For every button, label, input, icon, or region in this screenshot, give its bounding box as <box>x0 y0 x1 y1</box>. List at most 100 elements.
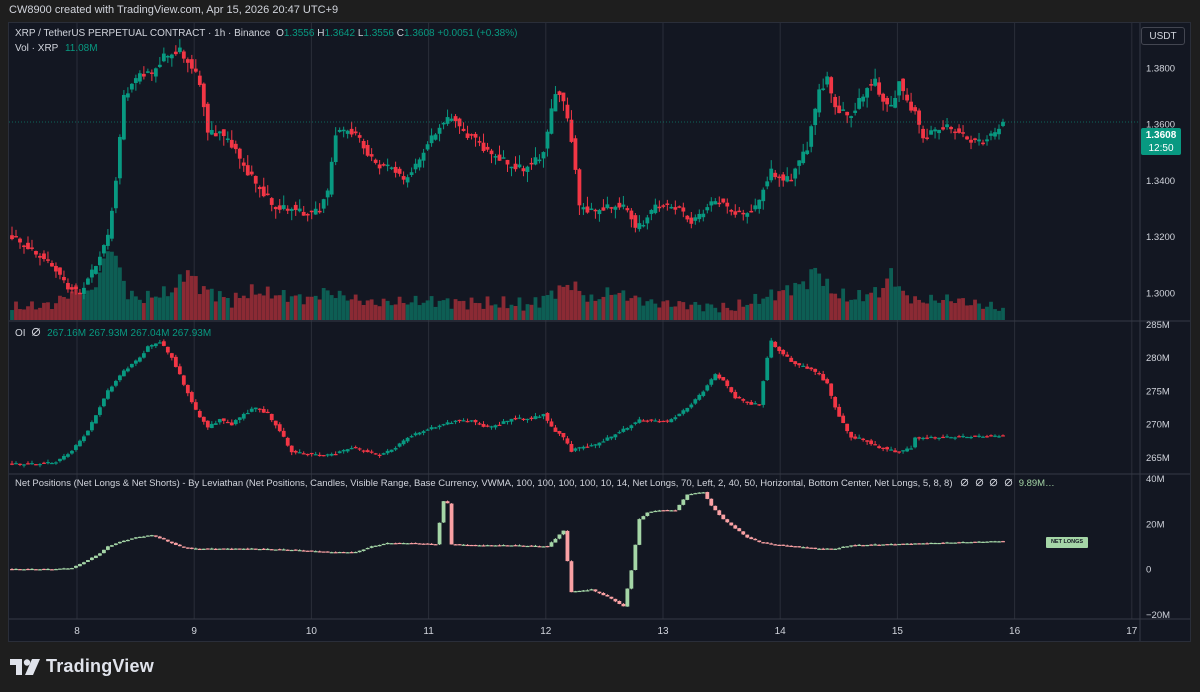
oi-candle <box>757 404 762 406</box>
xrp-tetherus-perpetual-contract-h-binance-candle <box>925 137 929 139</box>
oi-candle <box>561 432 566 438</box>
volume-bar <box>58 295 62 320</box>
chart-svg[interactable]: 1.3800 1.3600 1.3400 1.3200 1.3000 285M 280M 27… <box>9 23 1190 641</box>
oi-candle <box>281 430 286 437</box>
currency-button[interactable]: USDT <box>1141 27 1185 45</box>
oi-candle <box>873 444 878 446</box>
volume-bar <box>697 304 702 320</box>
volume-bar <box>185 270 190 320</box>
net-positions-net-longs-net-shorts--candle <box>377 544 382 547</box>
volume-bar <box>453 299 458 320</box>
xrp-tetherus-perpetual-contract-h-binance-candle <box>737 210 742 213</box>
xrp-tetherus-perpetual-contract-h-binance-candle <box>233 143 238 150</box>
net-positions-net-longs-net-shorts--candle <box>805 547 810 549</box>
oi-candle <box>829 383 834 396</box>
change-value: +0.0051 (+0.38%) <box>437 28 518 39</box>
xrp-tetherus-perpetual-contract-h-binance-candle <box>277 205 282 210</box>
hidden-eye-icon[interactable] <box>1004 478 1013 487</box>
oi-candle <box>493 425 498 428</box>
xrp-tetherus-perpetual-contract-h-binance-candle <box>30 247 34 249</box>
oi-candle <box>833 397 838 408</box>
volume-bar <box>845 301 850 320</box>
hidden-eye-icon[interactable] <box>975 478 984 487</box>
tradingview-logo[interactable]: TradingView <box>10 656 154 677</box>
hidden-eye-icon[interactable] <box>960 478 969 487</box>
volume-bar <box>157 297 162 320</box>
oi-candle <box>773 341 778 348</box>
hidden-eye-icon[interactable] <box>989 478 998 487</box>
oi-candle <box>46 462 50 464</box>
xrp-tetherus-perpetual-contract-h-binance-candle <box>10 235 14 240</box>
net-positions-net-longs-net-shorts--candle <box>317 551 322 553</box>
oi-candle <box>137 357 142 362</box>
xrp-tetherus-perpetual-contract-h-binance-candle <box>669 206 674 209</box>
volume-bar <box>18 309 22 320</box>
oi-candle <box>849 431 854 438</box>
volume-bar <box>113 255 118 320</box>
net-positions-net-longs-net-shorts--candle <box>337 552 342 554</box>
xrp-tetherus-perpetual-contract-h-binance-candle <box>245 165 250 176</box>
net-positions-net-longs-net-shorts--candle <box>637 519 642 545</box>
symbol-title[interactable]: XRP / TetherUS PERPETUAL CONTRACT · 1h ·… <box>15 28 271 39</box>
oi-candle <box>317 454 322 457</box>
net-positions-net-longs-net-shorts--candle <box>881 544 886 546</box>
net-positions-net-longs-net-shorts--candle <box>309 550 314 552</box>
net-positions-net-longs-net-shorts--candle <box>477 545 482 547</box>
volume-bar <box>577 290 582 320</box>
xrp-tetherus-perpetual-contract-h-binance-candle <box>661 205 666 207</box>
net-positions-net-longs-net-shorts--candle <box>917 543 921 545</box>
oi-candle <box>361 450 366 452</box>
oi-candle <box>901 450 906 452</box>
oi-candle <box>181 375 186 385</box>
volume-bar <box>733 310 738 320</box>
oi-candle <box>541 414 546 417</box>
net-positions-net-longs-net-shorts--candle <box>921 543 925 545</box>
net-positions-net-longs-net-shorts--candle <box>645 512 650 516</box>
oi-candle <box>417 432 422 435</box>
oi-candle <box>857 437 862 439</box>
low-label: L <box>357 28 364 39</box>
xrp-tetherus-perpetual-contract-h-binance-candle <box>429 135 434 144</box>
volume-bar <box>401 302 406 320</box>
xrp-tetherus-perpetual-contract-h-binance-candle <box>181 51 186 59</box>
xrp-tetherus-perpetual-contract-h-binance-candle <box>109 210 114 239</box>
volume-title[interactable]: Vol · XRP <box>15 43 59 54</box>
x-tick-label: 13 <box>657 626 669 637</box>
volume-bar <box>30 301 34 320</box>
xrp-tetherus-perpetual-contract-h-binance-candle <box>781 174 786 181</box>
volume-bar <box>657 307 662 320</box>
net-positions-net-longs-net-shorts--candle <box>689 493 694 496</box>
net-positions-net-longs-net-shorts--candle <box>465 544 470 547</box>
oi-candle <box>18 463 22 465</box>
volume-bar <box>237 298 242 320</box>
oi-candle <box>209 423 214 429</box>
net-positions-title[interactable]: Net Positions (Net Longs & Net Shorts) -… <box>15 478 953 489</box>
oi-low: 267.04M <box>130 328 170 339</box>
net-positions-net-longs-net-shorts--candle <box>469 544 474 547</box>
volume-bar <box>917 299 921 320</box>
volume-bar <box>297 294 302 320</box>
oi-title[interactable]: OI <box>15 328 26 339</box>
xrp-tetherus-perpetual-contract-h-binance-candle <box>621 204 626 207</box>
xrp-tetherus-perpetual-contract-h-binance-candle <box>733 211 738 215</box>
volume-bar <box>341 295 346 320</box>
xrp-tetherus-perpetual-contract-h-binance-candle <box>561 92 566 102</box>
volume-bar <box>197 294 202 320</box>
x-tick-label: 9 <box>191 626 197 637</box>
oi-candle <box>54 462 58 464</box>
xrp-tetherus-perpetual-contract-h-binance-candle <box>765 181 770 187</box>
net-positions-net-longs-net-shorts--candle <box>605 594 610 597</box>
volume-bar <box>669 306 674 320</box>
net-positions-net-longs-net-shorts--candle <box>821 548 826 550</box>
volume-bar <box>181 281 186 320</box>
xrp-tetherus-perpetual-contract-h-binance-candle <box>837 105 842 114</box>
oi-candle <box>913 437 917 448</box>
volume-bar <box>873 287 878 320</box>
net-positions-net-longs-net-shorts--candle <box>181 546 186 548</box>
net-positions-net-longs-net-shorts--candle <box>373 545 378 547</box>
oi-candle <box>457 419 462 422</box>
oi-candle <box>265 411 270 414</box>
net-positions-net-longs-net-shorts--candle <box>909 543 913 545</box>
chart-area[interactable]: 1.3800 1.3600 1.3400 1.3200 1.3000 285M 280M 27… <box>8 22 1191 642</box>
hidden-eye-icon[interactable] <box>31 327 41 337</box>
